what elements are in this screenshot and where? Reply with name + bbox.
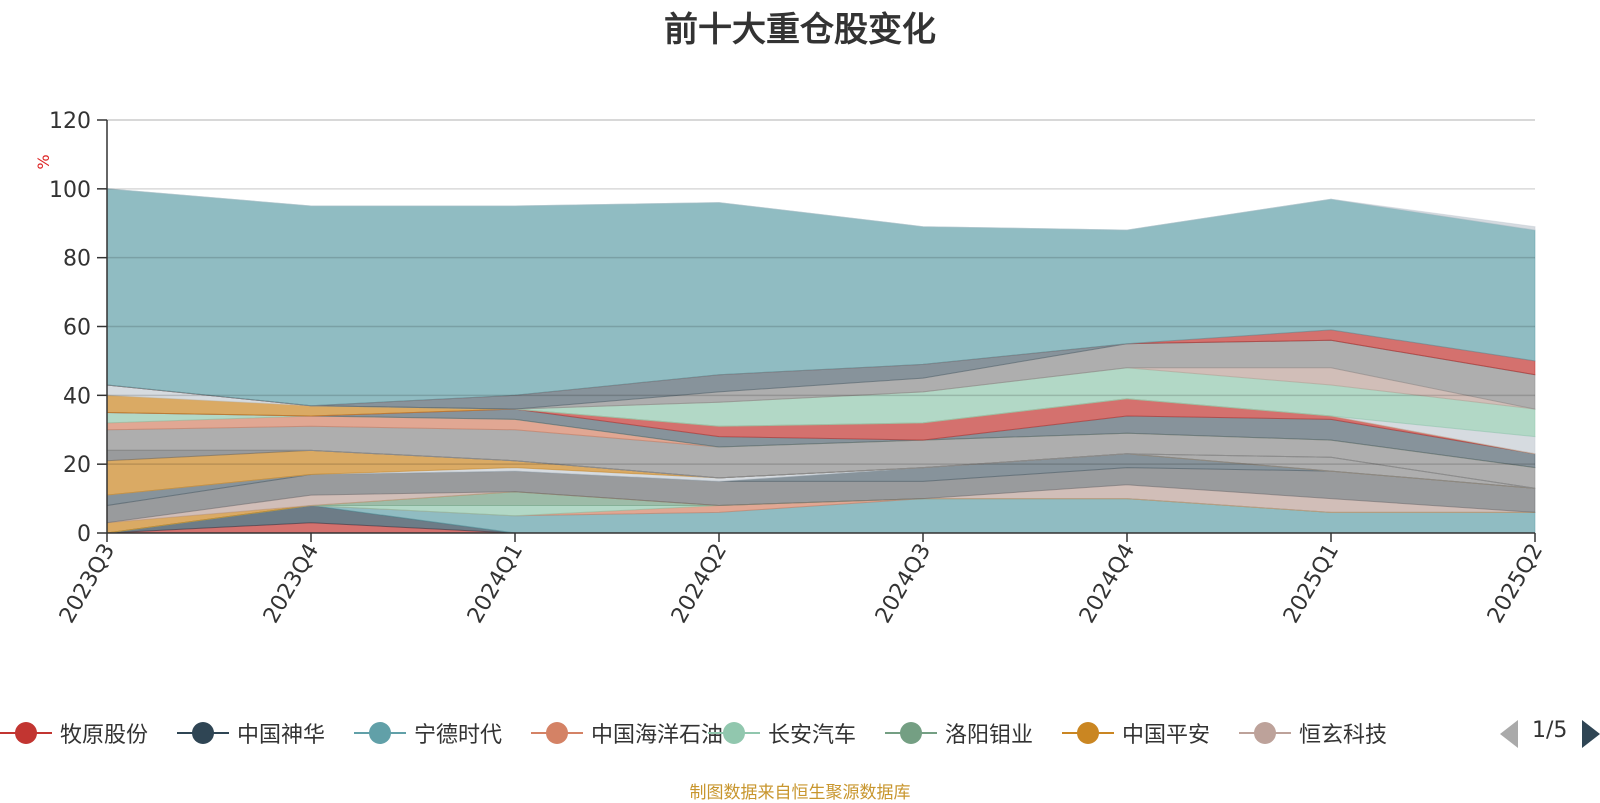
y-axis-unit-label: %: [34, 154, 53, 169]
legend-label: 牧原股份: [60, 723, 149, 748]
area-layer: [106, 188, 1536, 534]
x-tick-label: 2024Q1: [463, 540, 528, 628]
legend-label: 中国海洋石油: [591, 723, 724, 748]
y-tick-label: 40: [63, 384, 91, 409]
legend-label: 宁德时代: [414, 723, 503, 748]
y-tick-label: 120: [49, 109, 91, 134]
x-tick-label: 2025Q1: [1279, 540, 1344, 628]
grid-layer: [107, 119, 1535, 465]
y-tick-label: 0: [77, 522, 91, 547]
y-tick-label: 80: [63, 247, 91, 272]
pager-prev-icon[interactable]: [1500, 720, 1518, 748]
legend-swatch-icon: [708, 721, 760, 745]
legend-label: 长安汽车: [768, 723, 857, 748]
legend-label: 中国神华: [237, 723, 326, 748]
legend-item[interactable]: 宁德时代: [354, 716, 502, 750]
legend-label: 洛阳钼业: [945, 723, 1034, 748]
pager-page-text: 1/5: [1532, 718, 1568, 743]
legend-pager: 1/5: [1500, 718, 1600, 750]
legend-swatch-icon: [1062, 721, 1114, 745]
pager-next-icon[interactable]: [1582, 720, 1600, 748]
legend: 牧原股份 中国神华 宁德时代 中国海洋石油 长安汽车 洛阳钼业 中国平安 恒玄科技: [0, 716, 1480, 750]
legend-swatch-icon: [1239, 721, 1291, 745]
legend-item[interactable]: 中国神华: [177, 716, 325, 750]
legend-item[interactable]: 中国海洋石油: [531, 716, 723, 750]
area-series-30: [106, 188, 1536, 231]
source-note: 制图数据来自恒生聚源数据库: [689, 783, 911, 803]
legend-label: 恒玄科技: [1299, 723, 1388, 748]
legend-swatch-icon: [177, 721, 229, 745]
x-tick-label: 2024Q4: [1075, 540, 1140, 628]
legend-item[interactable]: 洛阳钼业: [885, 716, 1033, 750]
legend-item[interactable]: 恒玄科技: [1239, 716, 1387, 750]
y-tick-label: 20: [63, 453, 91, 478]
y-tick-label: 100: [49, 178, 91, 203]
legend-label: 中国平安: [1122, 723, 1211, 748]
chart-title: 前十大重仓股变化: [664, 10, 936, 50]
legend-item[interactable]: 中国平安: [1062, 716, 1210, 750]
legend-swatch-icon: [885, 721, 937, 745]
x-tick-label: 2025Q2: [1483, 540, 1548, 628]
legend-swatch-icon: [531, 721, 583, 745]
x-tick-label: 2024Q2: [667, 540, 732, 628]
legend-swatch-icon: [0, 721, 52, 745]
legend-swatch-icon: [354, 721, 406, 745]
x-tick-label: 2024Q3: [871, 540, 936, 628]
x-tick-label: 2023Q4: [259, 540, 324, 628]
x-tick-label: 2023Q3: [55, 540, 120, 628]
y-tick-label: 60: [63, 316, 91, 341]
legend-item[interactable]: 长安汽车: [708, 716, 856, 750]
legend-item[interactable]: 牧原股份: [0, 716, 148, 750]
